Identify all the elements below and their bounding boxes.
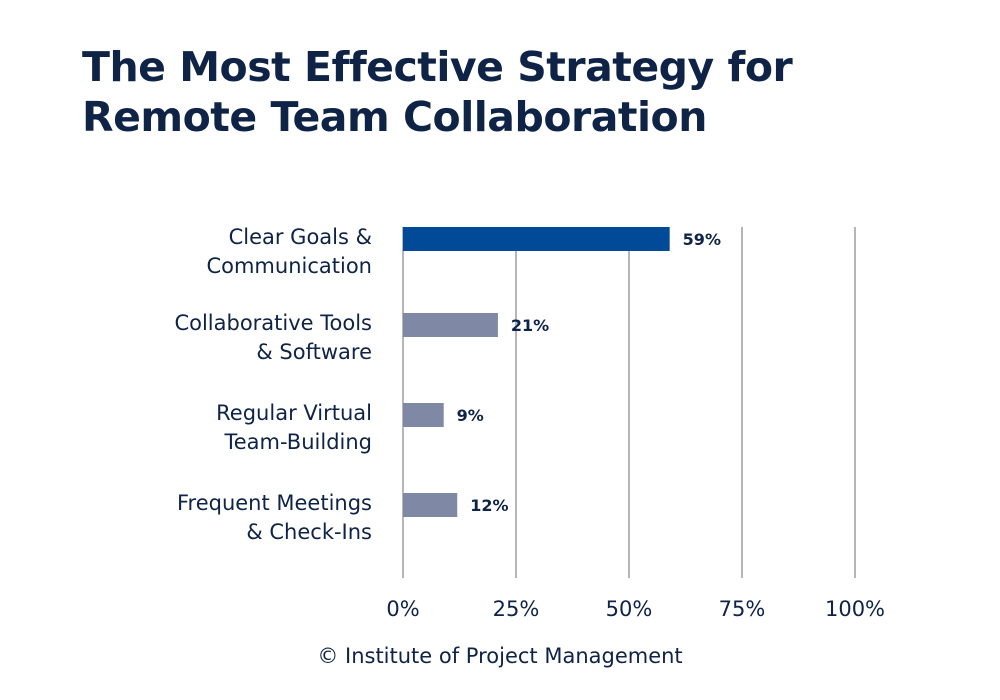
bar bbox=[403, 403, 444, 427]
category-label: Regular Virtual Team-Building bbox=[216, 401, 372, 454]
category-labels: Clear Goals & Communication Collaborative … bbox=[174, 225, 372, 544]
category-label: Frequent Meetings & Check-Ins bbox=[177, 491, 372, 544]
x-axis-tick-labels: 0% 25% 50% 75% 100% bbox=[386, 597, 885, 621]
x-tick-label: 50% bbox=[606, 597, 653, 621]
value-label: 9% bbox=[457, 406, 484, 425]
bar bbox=[403, 313, 498, 337]
x-tick-label: 75% bbox=[719, 597, 766, 621]
gridlines bbox=[402, 227, 856, 578]
category-label: Collaborative Tools & Software bbox=[174, 311, 372, 364]
value-label: 21% bbox=[511, 316, 549, 335]
chart-title: The Most Effective Strategy for Remote T… bbox=[82, 43, 793, 141]
x-tick-label: 100% bbox=[825, 597, 885, 621]
bar bbox=[403, 493, 458, 517]
value-label: 12% bbox=[470, 496, 508, 515]
source-credit: © Institute of Project Management bbox=[317, 644, 683, 668]
bars bbox=[403, 227, 670, 517]
x-tick-label: 0% bbox=[386, 597, 419, 621]
bar bbox=[403, 227, 670, 251]
x-tick-label: 25% bbox=[493, 597, 540, 621]
value-label: 59% bbox=[683, 230, 721, 249]
category-label: Clear Goals & Communication bbox=[206, 225, 372, 278]
value-labels: 59% 21% 9% 12% bbox=[457, 230, 721, 515]
